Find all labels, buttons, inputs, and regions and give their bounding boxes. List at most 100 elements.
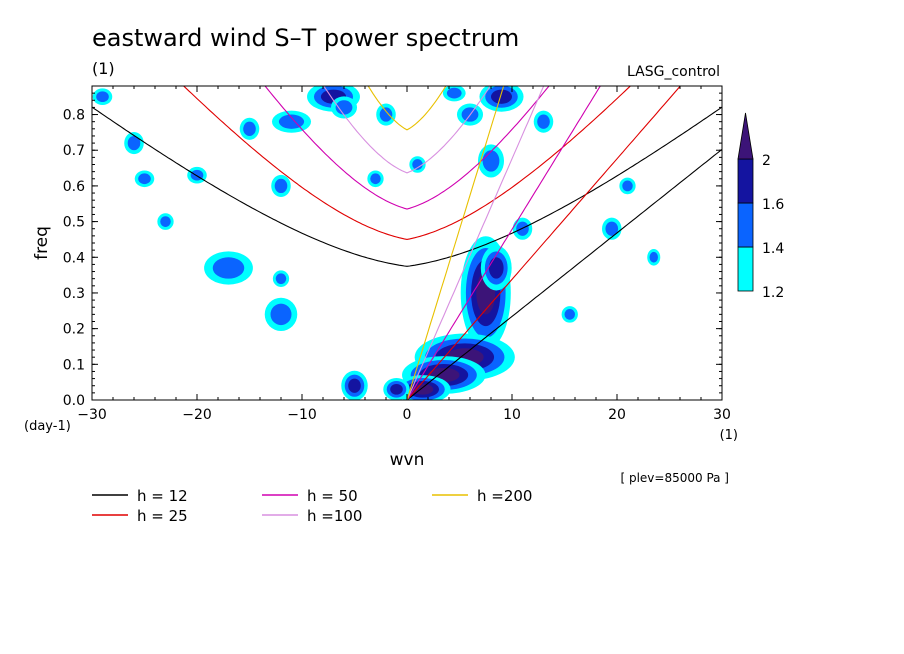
spectral-blob-level-2: [488, 257, 504, 279]
spectral-blob-level-1: [446, 87, 462, 99]
plot-background: [92, 86, 722, 400]
plot-area: −30 −20 −10 0 10 20 30 0.0 0.1 0.2 0.3 0.4 0.5 0.6 0.7…: [63, 85, 731, 423]
spectral-blob-level-1: [564, 309, 575, 320]
spectral-blob-level-1: [649, 251, 658, 263]
spectral-blob: [330, 96, 358, 119]
spectral-blob-level-1: [482, 150, 500, 172]
x-tick-label: 20: [608, 407, 626, 423]
y-tick-label: 0.4: [63, 250, 85, 266]
inertia-gravity-curve: [264, 86, 550, 210]
x-axis-unit: (1): [720, 428, 738, 443]
y-tick-label: 0.5: [63, 215, 85, 231]
colorbar-label: 1.4: [762, 241, 784, 257]
spectral-blob-level-2: [390, 383, 403, 395]
spectral-blob-level-1: [127, 135, 141, 151]
spectral-blob: [124, 132, 144, 155]
legend-label: h = 12: [137, 487, 188, 505]
spectral-blob: [479, 86, 524, 112]
colorbar-segment: [737, 246, 754, 292]
spectral-blob: [561, 306, 578, 323]
x-tick-label: 30: [713, 407, 731, 423]
spectral-blob-level-1: [138, 173, 151, 185]
inertia-gravity-curve: [92, 106, 722, 267]
legend-label: h =200: [477, 487, 532, 505]
spectral-blob: [409, 156, 426, 173]
spectral-blob-level-1: [335, 100, 353, 115]
y-tick-label: 0.3: [63, 286, 85, 302]
spectral-blob-level-2: [491, 89, 512, 104]
spectral-blob: [264, 297, 298, 331]
spectral-blob-level-1: [243, 121, 256, 136]
spectral-blob: [204, 251, 253, 285]
spectral-blob: [157, 213, 174, 230]
dispersion-curve-h12: [92, 106, 722, 400]
chart-subtitle-right: LASG_control: [627, 64, 720, 80]
spectral-blob: [376, 103, 396, 126]
legend-label: h = 50: [307, 487, 358, 505]
spectral-blob-level-1: [270, 303, 292, 326]
y-tick-label: 0.2: [63, 322, 85, 338]
x-tick-label: −20: [182, 407, 212, 423]
spectral-blob: [647, 248, 661, 266]
inertia-gravity-curve: [323, 86, 491, 174]
spectral-blob: [341, 370, 368, 400]
legend-item: h = 25: [92, 507, 188, 525]
axis-ticks: −30 −20 −10 0 10 20 30 0.0 0.1 0.2 0.3 0.4 0.5 0.6 0.7…: [63, 86, 731, 423]
dispersion-curve-h25: [92, 86, 682, 400]
colorbar-extend-arrow: [737, 112, 754, 160]
spectral-blob-level-1: [275, 273, 287, 285]
legend-label: h = 25: [137, 507, 188, 525]
y-tick-label: 0.6: [63, 179, 85, 195]
spectral-blob-level-1: [274, 178, 288, 194]
spectral-blob: [480, 245, 512, 291]
spectral-blob: [367, 170, 384, 188]
spectral-blob-level-1: [212, 257, 245, 279]
chart-title: eastward wind S–T power spectrum: [92, 24, 519, 52]
plev-annotation: [ plev=85000 Pa ]: [620, 471, 729, 485]
x-tick-label: 0: [403, 407, 412, 423]
legend-label: h =100: [307, 507, 362, 525]
legend-item: h =200: [432, 487, 532, 505]
inertia-gravity-curve: [182, 86, 632, 240]
spectral-blob: [383, 378, 410, 400]
legend-item: h =100: [262, 507, 362, 525]
dispersion-curve-h200: [92, 86, 505, 400]
spectral-contours: [92, 86, 661, 400]
spectral-blob: [533, 110, 554, 133]
colorbar-segment: [737, 202, 754, 248]
x-tick-label: −30: [77, 407, 107, 423]
spectral-blob-level-1: [412, 159, 423, 170]
dispersion-curve-h50: [92, 86, 601, 400]
spectral-blob-level-1: [379, 107, 393, 122]
legend-item: h = 12: [92, 487, 188, 505]
y-tick-label: 0.7: [63, 143, 85, 159]
y-axis-unit: (day-1): [24, 419, 71, 434]
spectral-blob: [239, 117, 260, 140]
spectral-blob: [601, 217, 622, 240]
spectral-blob: [271, 110, 312, 133]
legend-item: h = 50: [262, 487, 358, 505]
colorbar: 1.2 1.4 1.6 2: [737, 112, 784, 301]
spectral-blob: [619, 177, 636, 195]
spectral-blob-level-1: [96, 91, 109, 103]
kelvin-curve: [406, 86, 682, 400]
x-tick-label: 10: [503, 407, 521, 423]
curve-legend: h = 12 h = 25 h = 50 h =100 h =200: [92, 487, 532, 525]
colorbar-label: 2: [762, 153, 771, 169]
spectral-blob: [271, 174, 291, 197]
spectral-blob-level-1: [160, 216, 171, 227]
spectral-blob: [92, 88, 113, 106]
spectral-blob: [134, 170, 155, 188]
y-tick-label: 0.1: [63, 357, 85, 373]
chart-subtitle-left: (1): [92, 59, 115, 78]
kelvin-curve: [406, 86, 601, 400]
colorbar-segment: [737, 158, 754, 204]
spectral-blob-level-2: [348, 378, 361, 393]
spectral-blob: [187, 166, 207, 184]
spectral-blob: [442, 86, 466, 102]
dispersion-curves: [92, 86, 722, 400]
colorbar-label: 1.2: [762, 285, 784, 301]
spectral-blob-level-1: [622, 180, 633, 192]
x-axis-label: wvn: [390, 450, 425, 470]
